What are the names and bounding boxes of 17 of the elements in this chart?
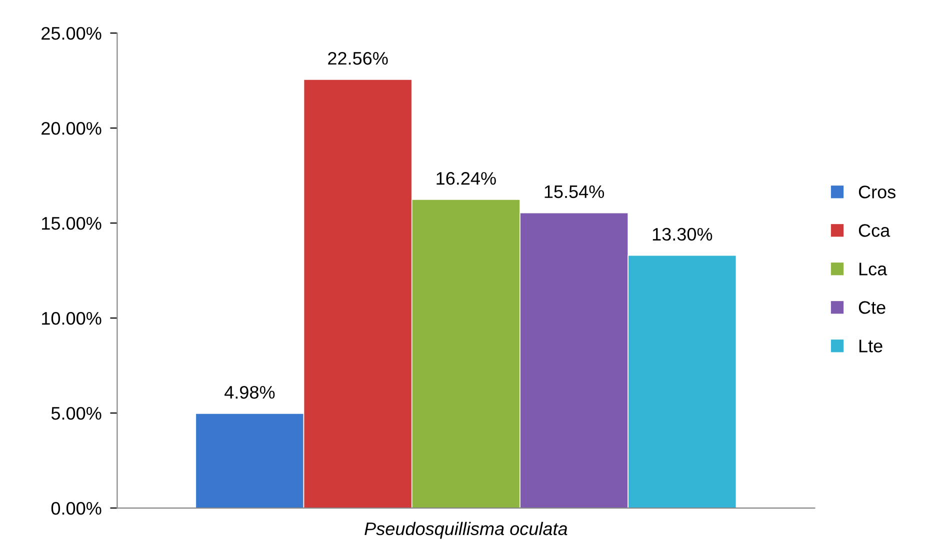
data-label: 16.24% [436, 172, 496, 185]
legend-label: Cca [858, 224, 890, 237]
data-label: 4.98% [224, 386, 275, 399]
y-tick-label: 15.00% [42, 216, 102, 230]
data-label: 15.54% [544, 185, 604, 198]
data-label: 13.30% [652, 228, 712, 241]
data-label: 22.56% [328, 52, 388, 65]
y-tick-label: 20.00% [42, 122, 102, 135]
y-tick-label: 10.00% [42, 312, 102, 325]
legend-label: Cte [858, 301, 886, 314]
legend-label: Lte [859, 340, 882, 352]
x-tick-label: Pseudosquillisma oculata [364, 522, 568, 539]
legend-label: Cros [858, 186, 896, 198]
legend-label: Lca [859, 262, 888, 276]
y-tick-label: 0.00% [51, 502, 102, 515]
y-tick-label: 25.00% [42, 26, 102, 40]
y-tick-label: 5.00% [51, 406, 102, 420]
